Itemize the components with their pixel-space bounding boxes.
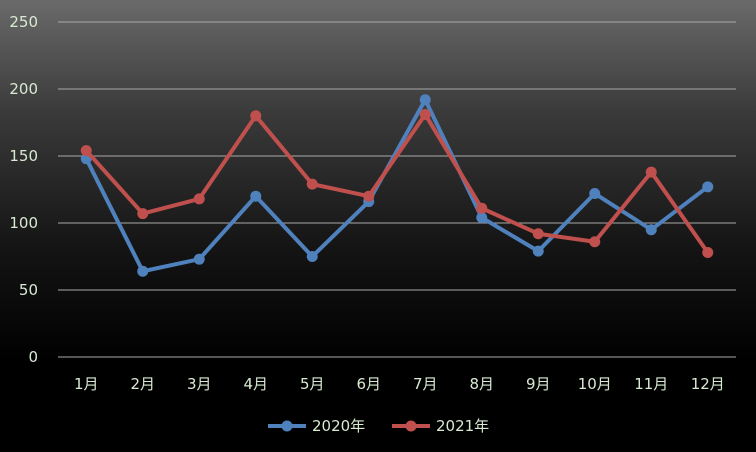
- data-point: [137, 265, 149, 277]
- y-tick-label: 50: [19, 281, 38, 299]
- data-point: [250, 110, 262, 122]
- y-axis-ticks: 0 50 100 150 200 250: [9, 13, 38, 366]
- x-tick-label: 3月: [187, 375, 212, 393]
- legend-item: 2021年: [392, 417, 489, 435]
- data-point: [80, 145, 92, 157]
- x-tick-label: 1月: [74, 375, 99, 393]
- y-tick-label: 250: [9, 13, 38, 31]
- data-point: [306, 178, 318, 190]
- data-point: [476, 212, 488, 224]
- x-tick-label: 4月: [243, 375, 268, 393]
- y-tick-label: 100: [9, 214, 38, 232]
- data-point: [419, 108, 431, 120]
- legend: 2020年 2021年: [268, 417, 489, 435]
- data-point: [532, 245, 544, 257]
- y-tick-label: 200: [9, 80, 38, 98]
- legend-label: 2021年: [436, 417, 489, 435]
- data-point: [589, 188, 601, 200]
- x-tick-label: 5月: [300, 375, 325, 393]
- x-axis-ticks: 1月 2月 3月 4月 5月 6月 7月 8月 9月 10月 11月 12月: [74, 375, 725, 393]
- y-tick-label: 0: [28, 348, 38, 366]
- data-point: [137, 208, 149, 220]
- data-point: [702, 246, 714, 258]
- x-tick-label: 7月: [413, 375, 438, 393]
- y-tick-label: 150: [9, 147, 38, 165]
- data-point: [645, 166, 657, 178]
- legend-swatch-marker: [281, 420, 293, 432]
- series-line: [84, 112, 710, 255]
- data-point: [645, 224, 657, 236]
- legend-item: 2020年: [268, 417, 365, 435]
- x-tick-label: 9月: [526, 375, 551, 393]
- data-point: [476, 202, 488, 214]
- data-point: [702, 181, 714, 193]
- data-point: [419, 94, 431, 106]
- series-line: [84, 97, 710, 274]
- x-tick-label: 8月: [469, 375, 494, 393]
- data-point: [193, 253, 205, 265]
- data-point: [250, 190, 262, 202]
- legend-swatch-marker: [405, 420, 417, 432]
- data-point: [532, 228, 544, 240]
- x-tick-label: 12月: [691, 375, 725, 393]
- x-tick-label: 6月: [356, 375, 381, 393]
- grid-lines: [58, 21, 736, 358]
- series-2020年: [80, 94, 714, 277]
- series-lines: [80, 94, 714, 277]
- data-point: [306, 251, 318, 262]
- x-tick-label: 2月: [130, 375, 155, 393]
- x-tick-label: 11月: [634, 375, 668, 393]
- data-point: [193, 193, 205, 205]
- x-tick-label: 10月: [578, 375, 612, 393]
- data-point: [589, 236, 601, 248]
- legend-label: 2020年: [312, 417, 365, 435]
- series-2021年: [80, 108, 714, 258]
- data-point: [363, 190, 375, 202]
